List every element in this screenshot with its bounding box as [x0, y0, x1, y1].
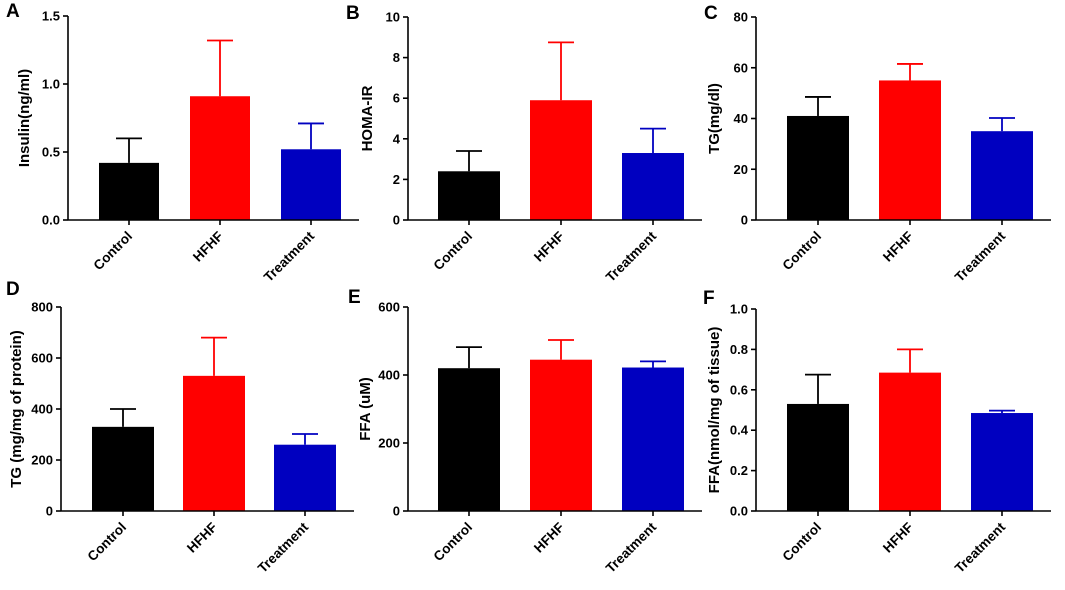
y-axis-label: TG(mg/dl): [706, 83, 723, 154]
y-tick-label: 0.4: [730, 423, 749, 438]
y-tick-label: 20: [734, 162, 748, 177]
bar-hfhf: [879, 80, 941, 220]
y-axis-label: Insulin(ng/ml): [16, 69, 33, 167]
panel-letter-c: C: [704, 3, 718, 24]
x-tick-label-treatment: Treatment: [603, 228, 660, 285]
bar-control: [92, 426, 154, 511]
bar-treatment: [274, 444, 336, 511]
panel-letter-f: F: [703, 288, 715, 309]
bar-control: [99, 162, 159, 220]
x-tick-label-control: Control: [85, 520, 130, 565]
y-tick-label: 10: [386, 10, 400, 25]
bar-control: [438, 368, 500, 511]
x-tick-label-control: Control: [91, 229, 136, 274]
bar-treatment: [281, 149, 341, 220]
x-tick-label-hfhf: HFHF: [880, 520, 916, 556]
x-tick-label-control: Control: [431, 229, 476, 274]
y-tick-label: 0.8: [730, 342, 748, 357]
y-tick-label: 400: [378, 368, 400, 383]
panel-letter-a: A: [6, 1, 20, 22]
y-tick-label: 6: [393, 91, 400, 106]
bar-hfhf: [190, 96, 250, 220]
bar-treatment: [971, 413, 1033, 511]
x-tick-label-hfhf: HFHF: [190, 229, 226, 265]
y-tick-label: 2: [393, 172, 400, 187]
panel-letter-e: E: [348, 287, 361, 308]
y-tick-label: 0.6: [730, 382, 748, 397]
y-tick-label: 0.2: [730, 463, 748, 478]
x-tick-label-control: Control: [431, 520, 476, 565]
y-tick-label: 600: [31, 351, 53, 366]
bar-control: [787, 403, 849, 511]
x-tick-label-hfhf: HFHF: [880, 229, 916, 265]
y-tick-label: 40: [734, 111, 748, 126]
x-tick-label-control: Control: [780, 520, 825, 565]
y-axis-label: HOMA-IR: [359, 85, 376, 151]
bar-treatment: [971, 131, 1033, 220]
bar-hfhf: [530, 359, 592, 511]
y-tick-label: 0: [46, 504, 53, 519]
x-tick-label-control: Control: [780, 229, 825, 274]
y-tick-label: 8: [393, 50, 400, 65]
y-tick-label: 4: [393, 131, 401, 146]
y-axis-label: TG (mg/mg of protein): [8, 330, 25, 487]
y-axis-label: FFA(nmol/mg of tissue): [706, 327, 723, 494]
panel-letter-b: B: [346, 3, 360, 24]
y-tick-label: 0.0: [730, 504, 748, 519]
y-tick-label: 0: [741, 213, 748, 228]
x-tick-label-treatment: Treatment: [952, 228, 1009, 285]
y-tick-label: 0: [393, 504, 400, 519]
x-tick-label-treatment: Treatment: [603, 519, 660, 576]
panel-b: B 0 2 4 6 8 10 Control HFHF Treatment HOMA-IR: [346, 3, 702, 285]
bar-hfhf: [530, 100, 592, 220]
y-tick-label: 0.0: [42, 213, 60, 228]
panel-a: A 0.0 0.5 1.0 1.5 Control HFHF Treatment Insulin…: [6, 1, 359, 285]
panel-e: E 0 200 400 600 Control HFHF Treatment FFA (uM): [348, 287, 702, 576]
x-tick-label-treatment: Treatment: [255, 519, 312, 576]
bar-control: [787, 115, 849, 220]
y-tick-label: 0.5: [42, 145, 60, 160]
panel-d: D 0 200 400 600 800 Control HFHF Treatment TG (mg…: [6, 279, 354, 576]
y-axis-label: FFA (uM): [357, 377, 374, 441]
panel-letter-d: D: [6, 279, 20, 300]
y-tick-label: 200: [31, 453, 53, 468]
y-tick-label: 1.0: [730, 302, 748, 317]
y-tick-label: 1.5: [42, 9, 60, 24]
y-tick-label: 0: [393, 213, 400, 228]
x-tick-label-hfhf: HFHF: [531, 520, 567, 556]
bar-hfhf: [879, 372, 941, 511]
y-tick-label: 200: [378, 436, 400, 451]
y-tick-label: 800: [31, 300, 53, 315]
bar-treatment: [622, 367, 684, 511]
panel-f: F 0.0 0.2 0.4 0.6 0.8 1.0 Control HFHF Treatment F…: [703, 288, 1051, 576]
x-tick-label-treatment: Treatment: [952, 519, 1009, 576]
bar-control: [438, 171, 500, 220]
y-tick-label: 600: [378, 300, 400, 315]
y-tick-label: 1.0: [42, 77, 60, 92]
x-tick-label-hfhf: HFHF: [184, 520, 220, 556]
panel-c: C 0 20 40 60 80 Control HFHF Treatment TG(mg/dl): [704, 3, 1051, 285]
x-tick-label-treatment: Treatment: [261, 228, 318, 285]
bar-treatment: [622, 153, 684, 220]
y-tick-label: 400: [31, 402, 53, 417]
y-tick-label: 60: [734, 60, 748, 75]
y-tick-label: 80: [734, 10, 748, 25]
bar-hfhf: [183, 375, 245, 511]
x-tick-label-hfhf: HFHF: [531, 229, 567, 265]
